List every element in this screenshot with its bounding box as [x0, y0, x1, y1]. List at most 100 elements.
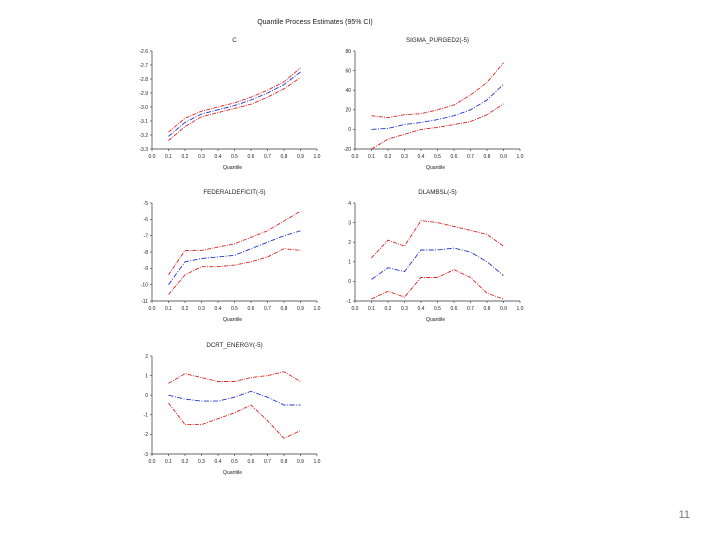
x-tick-label: 0.1 — [368, 154, 375, 160]
x-axis-label: Quantile — [223, 165, 242, 171]
upper-ci-line — [371, 62, 504, 119]
x-tick-label: 0.4 — [215, 306, 222, 312]
x-tick-label: 0.2 — [385, 154, 392, 160]
x-tick-label: 0.3 — [198, 154, 205, 160]
y-tick-label: -2.6 — [139, 49, 148, 55]
x-tick-label: 0.2 — [385, 306, 392, 312]
x-axis-label: Quantile — [223, 470, 242, 476]
upper-ci-line — [168, 371, 301, 384]
y-tick-label: 0 — [348, 279, 351, 285]
y-tick-label: 1 — [348, 260, 351, 266]
upper-ci-line — [168, 210, 301, 276]
x-tick-label: 0.6 — [248, 306, 255, 312]
x-tick-label: 0.2 — [182, 306, 189, 312]
x-tick-label: 0.7 — [467, 306, 474, 312]
x-tick-label: 0.5 — [434, 154, 441, 160]
x-tick-label: 0.3 — [401, 306, 408, 312]
x-tick-label: 0.6 — [248, 459, 255, 465]
x-tick-label: 0.3 — [198, 459, 205, 465]
x-tick-label: 0.0 — [149, 459, 156, 465]
x-tick-label: 1.0 — [517, 154, 524, 160]
x-tick-label: 0.5 — [434, 306, 441, 312]
x-tick-label: 0.2 — [182, 459, 189, 465]
chart-panel-4: DLAMBSL(-5) 0.0 0.1 0.2 0.3 0.4 0.5 0.6 0.7 0.8 0.… — [347, 189, 524, 323]
x-tick-label: 0.8 — [281, 306, 288, 312]
x-tick-label: 1.0 — [314, 459, 321, 465]
y-tick-label: -3.3 — [139, 147, 148, 153]
x-tick-label: 0.6 — [248, 154, 255, 160]
x-tick-label: 0.5 — [231, 459, 238, 465]
lower-ci-line — [168, 402, 301, 439]
y-tick-label: -3 — [144, 452, 149, 458]
chart-panel-5: DCRT_ENERGY(-5) 0.0 0.1 0.2 0.3 0.4 0.5 0.6 0.7 0… — [144, 342, 321, 476]
lower-ci-line — [371, 103, 504, 150]
x-tick-label: 0.1 — [368, 306, 375, 312]
y-tick-label: 20 — [345, 108, 351, 114]
estimate-line — [168, 230, 301, 285]
x-tick-label: 0.8 — [484, 306, 491, 312]
x-tick-label: 0.8 — [281, 154, 288, 160]
x-tick-label: 0.6 — [451, 306, 458, 312]
y-tick-label: 80 — [345, 49, 351, 55]
y-tick-label: -3.1 — [139, 119, 148, 125]
estimate-line — [168, 71, 301, 137]
x-tick-label: 0.9 — [500, 306, 507, 312]
y-tick-label: -8 — [144, 250, 149, 256]
y-tick-label: -3.0 — [139, 105, 148, 111]
panel-title: DCRT_ENERGY(-5) — [206, 342, 262, 349]
y-tick-label: -1 — [347, 299, 352, 305]
y-tick-label: 3 — [348, 220, 351, 226]
estimate-line — [168, 390, 301, 406]
y-tick-label: 2 — [348, 240, 351, 246]
x-tick-label: 0.5 — [231, 306, 238, 312]
y-tick-label: -3.2 — [139, 133, 148, 139]
x-tick-label: 1.0 — [517, 306, 524, 312]
y-tick-label: 60 — [345, 68, 351, 74]
y-tick-label: -2.8 — [139, 77, 148, 83]
x-tick-label: 0.9 — [500, 154, 507, 160]
x-axis-label: Quantile — [426, 165, 445, 171]
x-tick-label: 0.9 — [297, 306, 304, 312]
panel-title: SIGMA_PURGED2(-5) — [406, 37, 469, 44]
lower-ci-line — [168, 77, 301, 141]
lower-ci-line — [371, 269, 504, 300]
x-tick-label: 0.4 — [418, 154, 425, 160]
y-tick-label: -1 — [144, 413, 149, 419]
x-tick-label: 0.4 — [215, 154, 222, 160]
y-tick-label: -11 — [141, 299, 148, 305]
x-tick-label: 0.0 — [352, 154, 359, 160]
y-tick-label: 40 — [345, 88, 351, 94]
x-tick-label: 0.8 — [484, 154, 491, 160]
upper-ci-line — [168, 67, 301, 133]
x-tick-label: 0.0 — [352, 306, 359, 312]
x-tick-label: 1.0 — [314, 154, 321, 160]
lower-ci-line — [168, 248, 301, 295]
y-tick-label: -6 — [144, 217, 149, 223]
x-tick-label: 0.7 — [467, 154, 474, 160]
x-tick-label: 0.9 — [297, 459, 304, 465]
y-tick-label: -2 — [144, 432, 149, 438]
x-tick-label: 0.8 — [281, 459, 288, 465]
y-tick-label: -2.7 — [139, 63, 148, 69]
estimate-line — [371, 247, 504, 280]
panel-title: FEDERALDEFICIT(-5) — [203, 189, 265, 196]
y-tick-label: -9 — [144, 266, 149, 272]
y-tick-label: 4 — [348, 201, 351, 207]
estimate-line — [371, 83, 504, 130]
slide-number: 11 — [678, 509, 690, 521]
chart-panel-2: SIGMA_PURGED2(-5) 0.0 0.1 0.2 0.3 0.4 0.5 0.6 0.… — [344, 37, 524, 171]
x-tick-label: 0.7 — [264, 154, 271, 160]
y-tick-label: 0 — [145, 393, 148, 399]
x-tick-label: 0.1 — [165, 306, 172, 312]
x-tick-label: 0.0 — [149, 154, 156, 160]
x-tick-label: 0.4 — [418, 306, 425, 312]
upper-ci-line — [371, 220, 504, 259]
x-axis-label: Quantile — [426, 317, 445, 323]
y-tick-label: -20 — [344, 147, 351, 153]
y-tick-label: -10 — [141, 282, 148, 288]
y-tick-label: 1 — [145, 373, 148, 379]
x-tick-label: 0.3 — [198, 306, 205, 312]
x-tick-label: 0.1 — [165, 154, 172, 160]
